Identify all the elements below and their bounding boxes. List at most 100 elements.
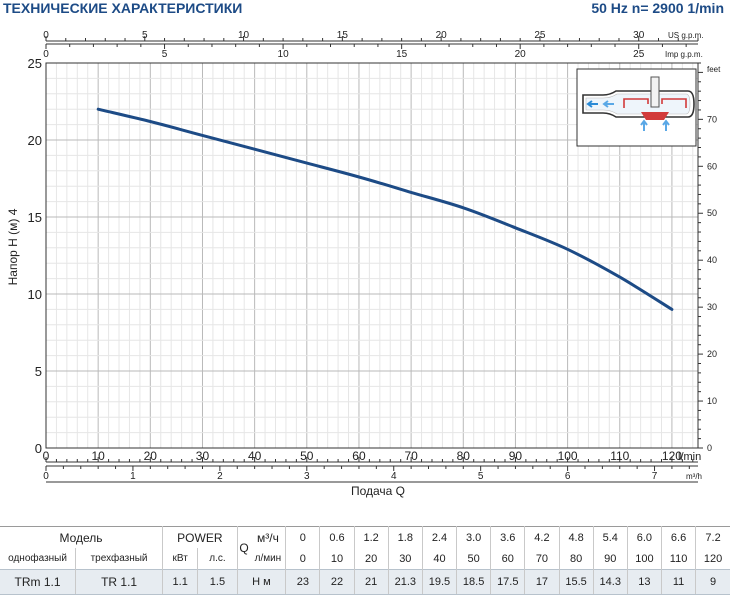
secondary-tick-label: 5 xyxy=(142,30,148,41)
x-tick-label: 50 xyxy=(300,449,314,463)
q-m3h-cell: 3.0 xyxy=(456,526,492,548)
secondary-tick-label: 10 xyxy=(238,30,250,41)
q-lmin-cell: 120 xyxy=(703,552,723,565)
x-tick-label: 90 xyxy=(509,449,523,463)
us-gpm-axis-label: US g.p.m. xyxy=(668,31,704,40)
x-tick-label: 10 xyxy=(91,449,105,463)
head-unit-label: H м xyxy=(237,569,287,595)
model-header: Модель xyxy=(0,526,164,548)
x-axes-bottom: 0 10 20 30 40 50 60 70 80 90 100 110 120 0 1 2 3 4 5 6 7 xyxy=(43,449,698,483)
x-tick-label: 40 xyxy=(248,449,262,463)
head-cell: 23 xyxy=(285,569,321,595)
q-m3h-cell: 7.2 xyxy=(695,526,730,548)
performance-table: Модель POWER Q м³/ч 0 0.6 1.2 1.8 2.4 3.… xyxy=(0,526,730,595)
y-tick-label: 20 xyxy=(28,133,42,148)
m3h-unit-label: м³/ч xyxy=(250,526,287,548)
m3h-tick-label: 2 xyxy=(217,471,223,482)
x-tick-label: 80 xyxy=(457,449,471,463)
q-m3h-cell: 6.6 xyxy=(661,526,697,548)
q-lmin-cell: 110 xyxy=(661,548,697,570)
x-tick-label: 110 xyxy=(610,449,629,463)
m3h-tick-label: 0 xyxy=(43,471,49,482)
secondary-tick-label: 25 xyxy=(534,30,546,41)
head-cell: 22 xyxy=(319,569,355,595)
head-cell: 15.5 xyxy=(559,569,594,595)
q-lmin-cell: 40 xyxy=(422,548,458,570)
m3h-tick-label: 5 xyxy=(478,471,484,482)
x-axis-unit: l/min xyxy=(678,451,701,463)
y-tick-label: 0 xyxy=(35,441,42,456)
kw-header: кВт xyxy=(162,548,199,570)
pump-diagram xyxy=(576,68,697,147)
q-m3h-cell: 2.4 xyxy=(422,526,458,548)
series-line xyxy=(96,107,674,311)
x-tick-label: 120 xyxy=(662,449,682,463)
q-m3h-cell: 4.8 xyxy=(559,526,594,548)
y-axis-label: Напор H (м) 4 xyxy=(6,208,20,285)
q-lmin-cell: 90 xyxy=(593,548,628,570)
head-cell: 13 xyxy=(627,569,662,595)
m3h-tick-label: 7 xyxy=(652,471,658,482)
secondary-tick-label: 0 xyxy=(43,30,49,41)
model-three-phase: TR 1.1 xyxy=(75,569,164,595)
head-cell: 18.5 xyxy=(456,569,492,595)
q-m3h-cell: 6.0 xyxy=(627,526,662,548)
secondary-tick-label: 10 xyxy=(278,49,290,60)
x-axis-label: Подача Q xyxy=(351,484,405,498)
q-lmin-cell: 10 xyxy=(319,548,355,570)
m3h-tick-label: 1 xyxy=(130,471,136,482)
head-cell: 21 xyxy=(354,569,389,595)
plot-frame xyxy=(45,62,699,449)
secondary-tick-label: 30 xyxy=(633,30,645,41)
feet-tick-label: 30 xyxy=(707,302,717,312)
model-single-phase: TRm 1.1 xyxy=(0,569,77,595)
x-tick-label: 20 xyxy=(144,449,158,463)
m3h-tick-label: 4 xyxy=(391,471,397,482)
y-axis-left: 0 5 10 15 20 25 xyxy=(28,56,42,456)
feet-tick-label: 60 xyxy=(707,161,717,171)
secondary-tick-label: 0 xyxy=(43,49,49,60)
x-tick-label: 0 xyxy=(43,449,50,463)
single-phase-header: однофазный xyxy=(0,548,77,570)
feet-axis-label: feet xyxy=(707,65,721,74)
q-m3h-cell: 0.6 xyxy=(319,526,355,548)
imp-gpm-axis-label: Imp g.p.m. xyxy=(665,50,703,59)
head-cell: 11 xyxy=(661,569,697,595)
y-tick-label: 5 xyxy=(35,364,42,379)
q-lmin-cell: 80 xyxy=(559,548,594,570)
head-cell: 19.5 xyxy=(422,569,458,595)
m3h-tick-label: 6 xyxy=(565,471,571,482)
y-axis-feet: 0 10 20 30 40 50 60 70 xyxy=(697,62,717,453)
secondary-tick-label: 15 xyxy=(337,30,349,41)
y-tick-label: 10 xyxy=(28,287,42,302)
head-cell: 17.5 xyxy=(490,569,526,595)
lmin-unit-label: л/мин xyxy=(250,548,287,570)
top-secondary-axes: 0 5 10 15 20 25 30 0 5 10 15 20 25 xyxy=(43,30,699,60)
q-lmin-cell: 100 xyxy=(627,548,662,570)
head-cell: 17 xyxy=(524,569,560,595)
secondary-tick-label: 20 xyxy=(515,49,527,60)
hp-header: л.с. xyxy=(197,548,238,570)
y-tick-label: 15 xyxy=(28,210,42,225)
q-lmin-cell: 30 xyxy=(388,548,423,570)
head-cell: 21.3 xyxy=(388,569,423,595)
secondary-tick-label: 5 xyxy=(162,49,168,60)
power-hp: 1.5 xyxy=(197,569,238,595)
q-lmin-cell: 0 xyxy=(285,548,321,570)
q-m3h-cell: 3.6 xyxy=(490,526,526,548)
y-tick-label: 25 xyxy=(28,56,42,71)
speed-label: 50 Hz n= 2900 1/min xyxy=(591,0,724,16)
m3h-axis-unit: m³/h xyxy=(686,472,702,481)
x-tick-label: 100 xyxy=(558,449,578,463)
q-m3h-cell: 4.2 xyxy=(524,526,560,548)
feet-tick-label: 10 xyxy=(707,396,717,406)
q-m3h-cell: 5.4 xyxy=(593,526,628,548)
q-lmin-cell: 20 xyxy=(354,548,389,570)
q-lmin-cell: 70 xyxy=(524,548,560,570)
feet-tick-label: 20 xyxy=(707,349,717,359)
power-kw: 1.1 xyxy=(162,569,199,595)
q-header: Q xyxy=(237,526,251,570)
secondary-tick-label: 20 xyxy=(436,30,448,41)
feet-tick-label: 40 xyxy=(707,255,717,265)
